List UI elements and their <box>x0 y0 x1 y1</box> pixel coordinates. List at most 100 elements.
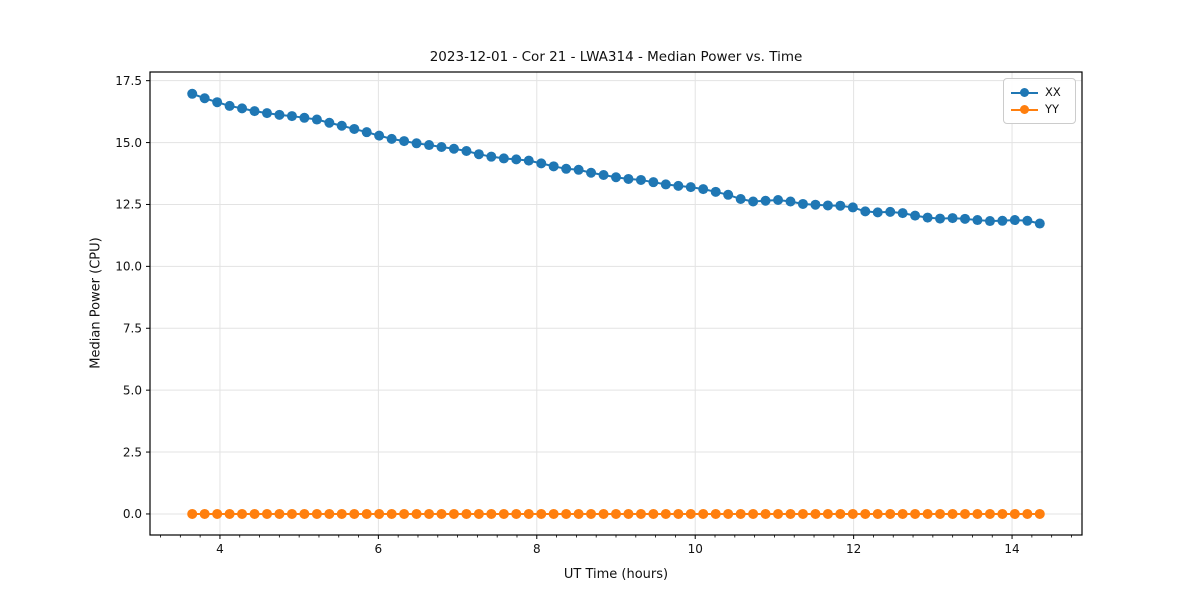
data-point-yy <box>511 508 522 519</box>
data-point-xx <box>274 109 285 120</box>
data-point-yy <box>561 508 572 519</box>
data-point-xx <box>261 108 272 119</box>
data-point-xx <box>498 153 509 164</box>
data-point-xx <box>523 155 534 166</box>
data-point-yy <box>237 508 248 519</box>
data-point-xx <box>1022 215 1033 226</box>
data-point-yy <box>723 508 734 519</box>
data-point-xx <box>249 106 260 117</box>
data-point-yy <box>473 508 484 519</box>
data-point-yy <box>984 508 995 519</box>
data-point-yy <box>648 508 659 519</box>
data-point-yy <box>935 508 946 519</box>
data-point-yy <box>399 508 410 519</box>
data-point-yy <box>523 508 534 519</box>
y-tick-label: 7.5 <box>123 321 142 335</box>
data-point-xx <box>710 186 721 197</box>
y-tick-label: 0.0 <box>123 507 142 521</box>
data-point-xx <box>212 97 223 108</box>
data-point-yy <box>972 508 983 519</box>
data-point-yy <box>860 508 871 519</box>
data-point-xx <box>586 167 597 178</box>
data-point-xx <box>224 100 235 111</box>
x-tick-label: 10 <box>688 542 703 556</box>
data-point-yy <box>386 508 397 519</box>
data-point-yy <box>187 508 198 519</box>
data-point-xx <box>561 163 572 174</box>
data-point-yy <box>249 508 260 519</box>
data-point-xx <box>511 154 522 165</box>
data-point-xx <box>835 200 846 211</box>
data-point-xx <box>960 213 971 224</box>
data-point-yy <box>411 508 422 519</box>
data-point-xx <box>336 120 347 131</box>
data-point-yy <box>536 508 547 519</box>
legend-entry-yy: YY <box>1011 101 1067 118</box>
data-point-yy <box>349 508 360 519</box>
data-point-xx <box>361 127 372 138</box>
axes-spines <box>149 71 1083 536</box>
data-point-yy <box>773 508 784 519</box>
data-point-yy <box>498 508 509 519</box>
legend-marker-yy-icon <box>1011 104 1038 115</box>
data-point-yy <box>685 508 696 519</box>
chart-title: 2023-12-01 - Cor 21 - LWA314 - Median Po… <box>429 49 803 65</box>
legend-entry-xx: XX <box>1011 84 1067 101</box>
data-point-yy <box>299 508 310 519</box>
y-tick-label: 12.5 <box>115 198 142 212</box>
data-point-yy <box>224 508 235 519</box>
data-point-yy <box>598 508 609 519</box>
data-point-xx <box>598 169 609 180</box>
data-point-xx <box>660 179 671 190</box>
legend-label-yy: YY <box>1045 102 1060 116</box>
x-tick-label: 6 <box>375 542 383 556</box>
x-tick-label: 14 <box>1004 542 1019 556</box>
y-tick-label: 2.5 <box>123 445 142 459</box>
data-point-xx <box>448 143 459 154</box>
data-point-yy <box>885 508 896 519</box>
data-point-yy <box>698 508 709 519</box>
data-point-xx <box>374 130 385 141</box>
data-point-xx <box>623 173 634 184</box>
data-point-xx <box>635 174 646 185</box>
data-point-yy <box>810 508 821 519</box>
data-point-xx <box>436 142 447 153</box>
data-point-xx <box>698 184 709 195</box>
data-point-xx <box>648 177 659 188</box>
data-point-yy <box>748 508 759 519</box>
data-point-xx <box>1009 215 1020 226</box>
data-point-xx <box>910 210 921 221</box>
data-point-yy <box>1034 508 1045 519</box>
data-point-yy <box>261 508 272 519</box>
data-point-xx <box>922 212 933 223</box>
data-point-yy <box>1009 508 1020 519</box>
data-point-yy <box>424 508 435 519</box>
data-point-yy <box>735 508 746 519</box>
data-point-yy <box>822 508 833 519</box>
data-point-xx <box>411 138 422 149</box>
data-point-yy <box>710 508 721 519</box>
data-point-xx <box>486 151 497 162</box>
data-point-yy <box>660 508 671 519</box>
data-point-xx <box>536 158 547 169</box>
data-point-xx <box>324 117 335 128</box>
data-point-yy <box>947 508 958 519</box>
legend-label-xx: XX <box>1045 85 1061 99</box>
data-point-yy <box>448 508 459 519</box>
data-point-yy <box>486 508 497 519</box>
data-point-yy <box>673 508 684 519</box>
data-point-xx <box>573 164 584 175</box>
data-point-yy <box>311 508 322 519</box>
data-point-xx <box>473 149 484 160</box>
data-point-xx <box>399 136 410 147</box>
data-point-xx <box>822 200 833 211</box>
y-tick-label: 10.0 <box>115 260 142 274</box>
data-point-xx <box>860 206 871 217</box>
data-point-yy <box>548 508 559 519</box>
data-point-yy <box>872 508 883 519</box>
data-point-xx <box>972 215 983 226</box>
data-point-xx <box>673 180 684 191</box>
data-point-yy <box>847 508 858 519</box>
